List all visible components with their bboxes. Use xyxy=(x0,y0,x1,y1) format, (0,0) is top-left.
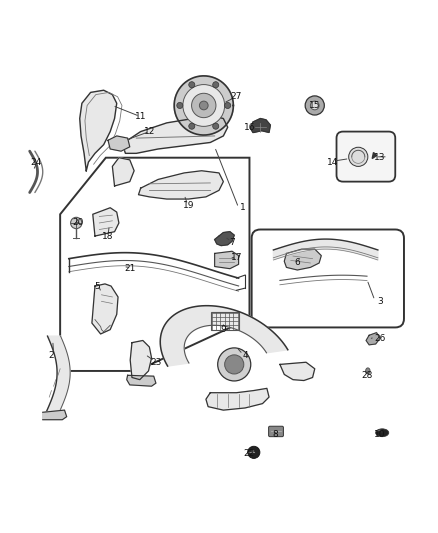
Circle shape xyxy=(225,102,231,109)
Polygon shape xyxy=(108,136,130,151)
Text: 28: 28 xyxy=(361,371,373,380)
Polygon shape xyxy=(127,375,156,386)
Circle shape xyxy=(213,123,219,129)
Text: 14: 14 xyxy=(326,158,338,166)
Circle shape xyxy=(177,102,183,109)
Polygon shape xyxy=(93,208,119,236)
Polygon shape xyxy=(113,158,134,186)
Circle shape xyxy=(305,96,324,115)
Circle shape xyxy=(225,355,244,374)
Text: 10: 10 xyxy=(374,430,386,439)
Text: 15: 15 xyxy=(309,101,321,110)
Polygon shape xyxy=(43,410,67,419)
Text: 5: 5 xyxy=(94,281,100,290)
Polygon shape xyxy=(372,152,377,158)
Text: 11: 11 xyxy=(135,112,146,121)
Circle shape xyxy=(191,93,216,118)
Circle shape xyxy=(311,101,319,110)
Text: 19: 19 xyxy=(183,201,194,210)
Circle shape xyxy=(183,85,225,126)
Polygon shape xyxy=(123,116,228,154)
Circle shape xyxy=(213,82,219,88)
Polygon shape xyxy=(46,336,70,413)
Polygon shape xyxy=(160,306,288,366)
Text: 13: 13 xyxy=(374,153,386,162)
Circle shape xyxy=(248,446,260,458)
Text: 8: 8 xyxy=(273,430,279,439)
Text: 7: 7 xyxy=(229,238,235,247)
Circle shape xyxy=(71,217,82,229)
Text: 21: 21 xyxy=(124,264,135,273)
Text: 18: 18 xyxy=(102,231,114,240)
Polygon shape xyxy=(130,341,152,379)
Polygon shape xyxy=(251,118,270,133)
Circle shape xyxy=(349,147,368,166)
Text: 24: 24 xyxy=(31,158,42,166)
FancyBboxPatch shape xyxy=(268,426,283,437)
Polygon shape xyxy=(206,389,269,410)
Polygon shape xyxy=(284,249,321,270)
Text: 9: 9 xyxy=(220,325,226,334)
Polygon shape xyxy=(92,284,118,334)
Polygon shape xyxy=(80,90,117,171)
Text: 16: 16 xyxy=(244,123,255,132)
Polygon shape xyxy=(215,232,234,246)
Text: 6: 6 xyxy=(294,257,300,266)
Text: 3: 3 xyxy=(377,297,383,306)
Text: 1: 1 xyxy=(240,203,246,212)
Circle shape xyxy=(189,82,195,88)
Polygon shape xyxy=(273,239,378,260)
Text: 26: 26 xyxy=(374,334,386,343)
Text: 23: 23 xyxy=(150,358,162,367)
Polygon shape xyxy=(174,76,233,135)
Polygon shape xyxy=(138,171,223,199)
Polygon shape xyxy=(280,362,315,381)
Ellipse shape xyxy=(366,368,370,374)
Ellipse shape xyxy=(252,450,254,452)
Text: 17: 17 xyxy=(231,253,242,262)
Text: 27: 27 xyxy=(231,92,242,101)
Bar xyxy=(211,312,239,330)
Circle shape xyxy=(189,123,195,129)
FancyBboxPatch shape xyxy=(336,132,395,182)
Polygon shape xyxy=(366,333,380,345)
Polygon shape xyxy=(215,251,239,269)
Text: 20: 20 xyxy=(72,219,83,228)
Circle shape xyxy=(218,348,251,381)
Ellipse shape xyxy=(376,429,389,437)
Text: 22: 22 xyxy=(244,449,255,458)
Text: 2: 2 xyxy=(49,351,54,360)
Text: 4: 4 xyxy=(242,351,248,360)
Circle shape xyxy=(199,101,208,110)
Text: 12: 12 xyxy=(144,127,155,136)
